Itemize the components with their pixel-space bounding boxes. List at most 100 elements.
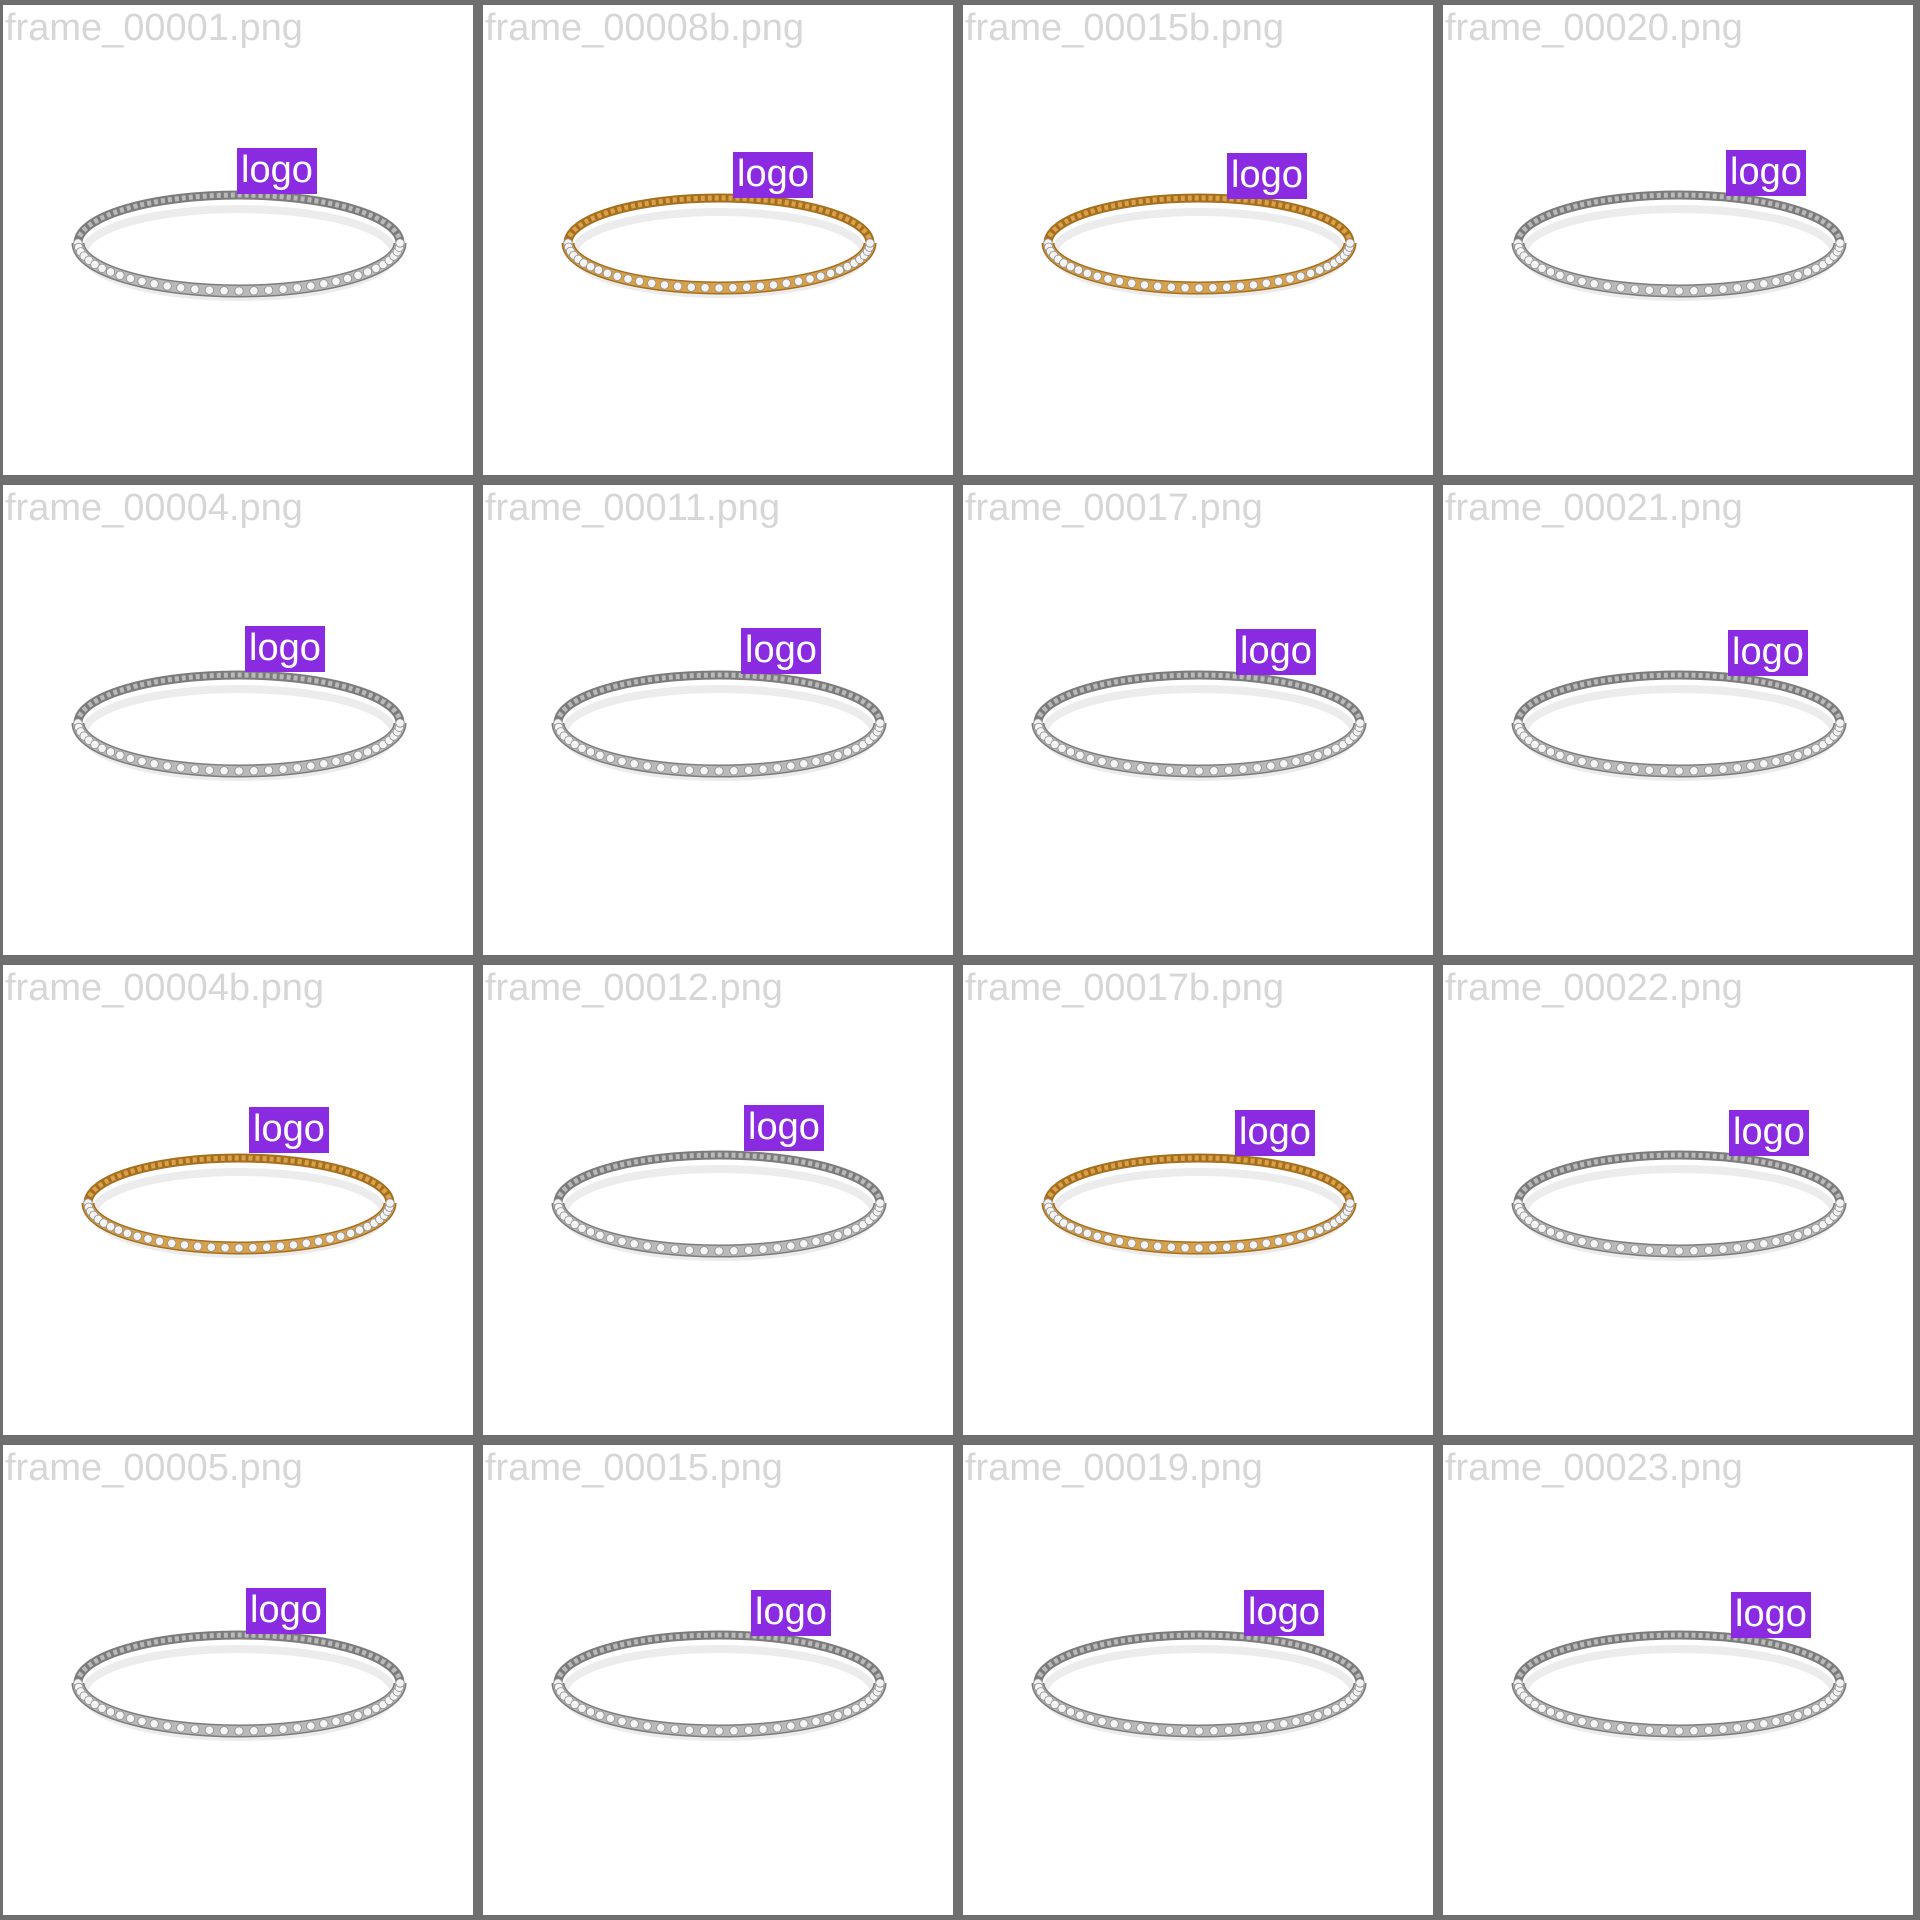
bracelet-stone — [292, 763, 302, 773]
bracelet-stone — [1659, 1246, 1669, 1256]
bracelet-stone — [728, 283, 738, 293]
bracelet-stone — [90, 259, 100, 269]
bracelet-stone — [249, 1726, 259, 1736]
bracelet-image — [1041, 193, 1357, 298]
bracelet-stone — [219, 766, 229, 776]
bracelet-stone — [362, 1707, 373, 1717]
bracelet-stone — [1122, 1721, 1132, 1731]
bracelet-stone — [1139, 1240, 1150, 1250]
bracelet-stone — [851, 1223, 861, 1233]
bracelet-stone — [699, 766, 709, 776]
bracelet-stone — [1166, 282, 1176, 292]
bracelet-stone — [278, 1724, 288, 1734]
bracelet-stone — [1073, 265, 1084, 275]
bracelet-stone — [1616, 283, 1626, 293]
bracelet-stone — [793, 276, 804, 286]
bracelet-stone — [1565, 273, 1576, 284]
bracelet-stone — [1630, 284, 1640, 294]
bracelet-stone — [306, 281, 316, 291]
frame-filename: frame_00020.png — [1445, 7, 1743, 49]
bracelet-back-links — [1035, 1632, 1363, 1684]
bracelet-stone — [275, 1241, 285, 1251]
bracelet-back — [563, 193, 875, 244]
bracelet-stone — [1782, 1713, 1793, 1724]
bracelet-stone — [1222, 282, 1232, 292]
logo-badge: logo — [1728, 630, 1808, 676]
bracelet-stone — [1565, 753, 1576, 764]
bracelet-stone — [623, 274, 633, 284]
bracelet-stone — [1164, 1725, 1174, 1735]
bracelet-stone — [1296, 271, 1306, 281]
bracelet-stone — [1139, 280, 1150, 290]
bracelet-stone — [1279, 1719, 1289, 1729]
bracelet-stone — [190, 1724, 200, 1734]
bracelet-stone — [1602, 1241, 1612, 1251]
bracelet-stone — [1103, 274, 1113, 284]
bracelet-stone — [1345, 238, 1355, 248]
bracelet-stone — [1835, 718, 1845, 728]
bracelet-stone — [1050, 739, 1060, 749]
bracelet-stone — [577, 1703, 587, 1713]
bracelet-stone — [595, 750, 605, 760]
bracelet-stone — [1718, 284, 1728, 294]
bracelet-front — [71, 1682, 407, 1738]
bracelet-back — [1043, 193, 1355, 244]
frame-filename: frame_00001.png — [5, 7, 303, 49]
bracelet-stone — [263, 285, 274, 295]
bracelet-stone — [1674, 1246, 1684, 1256]
bracelet-front — [551, 1202, 887, 1258]
frame-tile: frame_00005.png logo — [3, 1445, 473, 1915]
bracelet-stone — [1248, 1240, 1259, 1250]
bracelet-stone — [1223, 1725, 1234, 1735]
bracelet-back-links — [555, 1632, 883, 1684]
bracelet-stone — [602, 268, 613, 278]
bracelet-stone — [1793, 750, 1803, 760]
bracelet-stone — [684, 765, 694, 775]
bracelet-stone — [656, 1723, 666, 1733]
bracelet-stone — [1296, 1231, 1306, 1241]
logo-badge: logo — [1236, 629, 1316, 675]
bracelet-stone — [1835, 1678, 1845, 1688]
bracelet-stone — [1331, 743, 1341, 753]
bracelet-stone — [1630, 1724, 1640, 1734]
bracelet-back-links — [1515, 672, 1843, 724]
bracelet-stone — [113, 1225, 124, 1235]
bracelet-stone — [1285, 274, 1295, 284]
bracelet-stone — [1577, 1716, 1587, 1726]
bracelet-stone — [833, 1230, 843, 1240]
bracelet-stone — [176, 1723, 186, 1733]
bracelet-stone — [1252, 1723, 1262, 1733]
bracelet-stone — [605, 1713, 616, 1724]
bracelet-stone — [656, 1243, 666, 1253]
bracelet-stone — [684, 1245, 694, 1255]
bracelet-stone — [647, 278, 657, 288]
bracelet-stone — [353, 750, 363, 760]
bracelet-stone — [1136, 1723, 1146, 1733]
bracelet-stone — [758, 764, 768, 774]
bracelet-stone — [1555, 1710, 1565, 1720]
bracelet-stone — [331, 276, 341, 286]
bracelet-stone — [1127, 1238, 1137, 1248]
bracelet-stone — [1602, 1721, 1612, 1731]
bracelet-back-links — [75, 1632, 403, 1684]
logo-badge: logo — [237, 148, 317, 194]
bracelet-stone — [371, 743, 381, 753]
bracelet-stone — [137, 1716, 147, 1726]
frame-filename: frame_00019.png — [965, 1447, 1263, 1489]
bracelet-stone — [577, 743, 587, 753]
bracelet-stone — [1589, 1239, 1599, 1249]
bracelet-stone — [1589, 279, 1599, 289]
logo-badge: logo — [1235, 1110, 1315, 1156]
bracelet-stone — [362, 747, 373, 757]
bracelet-stone — [699, 1726, 709, 1736]
bracelet-stone — [1073, 1225, 1084, 1235]
bracelet-stone — [570, 1219, 580, 1229]
logo-badge: logo — [1729, 1110, 1809, 1156]
bracelet-stone — [1097, 1716, 1107, 1726]
bracelet-stone — [1545, 747, 1556, 757]
bracelet-stone — [1345, 1198, 1355, 1208]
bracelet-stone — [1616, 763, 1626, 773]
bracelet-stone — [125, 1713, 136, 1724]
bracelet-front — [1041, 1202, 1357, 1255]
frame-filename: frame_00015b.png — [965, 7, 1285, 49]
